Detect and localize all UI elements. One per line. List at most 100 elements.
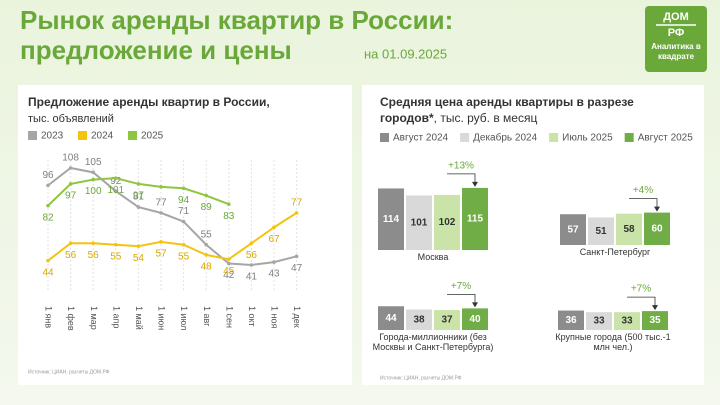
logo-text: РФ bbox=[668, 27, 685, 39]
legend-swatch bbox=[549, 133, 559, 142]
x-tick-label: 1 дек bbox=[292, 306, 302, 328]
bar bbox=[614, 312, 640, 330]
change-label: +7% bbox=[631, 284, 651, 295]
data-label: 108 bbox=[62, 153, 79, 164]
logo-caption-box: Аналитика в квадрате bbox=[651, 42, 701, 61]
point bbox=[204, 253, 208, 257]
x-tick-label: 1 янв bbox=[44, 306, 54, 328]
data-label: 57 bbox=[567, 224, 579, 235]
data-label: 60 bbox=[651, 223, 663, 234]
legend-label: 2024 bbox=[91, 131, 114, 142]
legend-label: Июль 2025 bbox=[562, 133, 613, 144]
legend-label: 2025 bbox=[141, 131, 164, 142]
data-label: 48 bbox=[201, 262, 213, 273]
change-arrow bbox=[447, 173, 476, 185]
source: Источник: ЦИАН, расчеты ДОМ.РФ bbox=[380, 375, 462, 381]
bar bbox=[644, 212, 670, 245]
change-arrow bbox=[627, 296, 656, 309]
legend-label: Декабрь 2024 bbox=[473, 132, 537, 144]
logo-caption: Аналитика в квадрате bbox=[651, 42, 701, 61]
point bbox=[136, 205, 141, 209]
point bbox=[249, 263, 254, 267]
data-label: 37 bbox=[441, 315, 453, 326]
point bbox=[159, 240, 163, 244]
point bbox=[272, 260, 276, 264]
category-label: Санкт-Петербург bbox=[579, 247, 651, 257]
data-label: 100 bbox=[85, 186, 102, 197]
data-label: 102 bbox=[439, 217, 456, 228]
data-label: 83 bbox=[223, 211, 235, 222]
point bbox=[46, 203, 50, 208]
data-label: 97 bbox=[133, 191, 145, 202]
chart-title: Средняя цена аренды квартиры в разрезе bbox=[380, 95, 634, 109]
bar bbox=[406, 195, 432, 250]
category-box: Москва bbox=[418, 252, 449, 262]
change-label: +7% bbox=[451, 281, 471, 292]
arrow-head bbox=[654, 206, 660, 212]
data-label: 56 bbox=[65, 250, 77, 261]
point bbox=[227, 257, 231, 262]
bar bbox=[378, 306, 404, 330]
date: на 01.09.2025 bbox=[364, 46, 447, 61]
data-label: 97 bbox=[65, 191, 77, 202]
point bbox=[159, 211, 163, 215]
arrow-head bbox=[472, 302, 478, 308]
legend-swatch bbox=[624, 133, 634, 142]
data-label: 41 bbox=[246, 272, 258, 283]
series-line bbox=[47, 166, 297, 267]
category-label: Города-миллионники (без Москвы и Санкт-П… bbox=[372, 332, 494, 352]
data-label: 51 bbox=[595, 226, 607, 237]
x-tick-label: 1 май bbox=[134, 306, 144, 330]
data-label: 92 bbox=[110, 176, 122, 187]
data-label: 42 bbox=[223, 270, 235, 281]
card bbox=[18, 85, 352, 385]
data-label: 77 bbox=[291, 198, 303, 209]
data-label: 33 bbox=[621, 316, 633, 327]
data-label: 44 bbox=[42, 267, 54, 278]
data-label: 101 bbox=[411, 217, 428, 228]
point bbox=[68, 166, 73, 170]
bar bbox=[462, 187, 488, 250]
legend-swatch bbox=[380, 133, 389, 142]
chart-title: городов*, тыс. руб. в месяц bbox=[380, 111, 537, 125]
series-line bbox=[47, 212, 298, 262]
title-part: городов* bbox=[380, 111, 434, 125]
arrow-head bbox=[652, 305, 658, 311]
data-label: 58 bbox=[623, 224, 635, 235]
x-tick-label: 1 июл bbox=[179, 306, 189, 330]
chart-title: Предложение аренды квартир в России, bbox=[28, 95, 270, 109]
bar bbox=[378, 188, 404, 250]
data-label: 67 bbox=[268, 234, 280, 245]
data-label: 44 bbox=[385, 313, 397, 324]
data-label: 101 bbox=[107, 185, 124, 196]
data-label: 45 bbox=[223, 266, 235, 277]
bar bbox=[560, 214, 586, 245]
data-label: 56 bbox=[88, 250, 100, 261]
point bbox=[68, 182, 73, 186]
data-label: 55 bbox=[178, 251, 190, 262]
point bbox=[114, 242, 118, 247]
point bbox=[114, 189, 118, 193]
point bbox=[249, 241, 254, 246]
point bbox=[204, 242, 208, 247]
bar bbox=[558, 310, 584, 330]
data-label: 47 bbox=[291, 263, 303, 274]
change-arrow bbox=[629, 198, 658, 210]
point bbox=[159, 185, 163, 189]
legend-swatch bbox=[128, 131, 137, 140]
x-tick-label: 1 сен bbox=[224, 306, 234, 328]
legend-swatch bbox=[78, 131, 87, 140]
data-label: 82 bbox=[42, 212, 54, 223]
bar bbox=[586, 312, 612, 330]
data-label: 77 bbox=[155, 198, 167, 209]
point bbox=[204, 193, 208, 198]
legend-swatch bbox=[28, 131, 37, 140]
data-label: 56 bbox=[246, 250, 258, 261]
point bbox=[91, 241, 95, 246]
data-label: 89 bbox=[201, 202, 213, 213]
logo bbox=[645, 6, 707, 72]
change-label: +13% bbox=[448, 161, 474, 172]
point bbox=[294, 254, 299, 259]
